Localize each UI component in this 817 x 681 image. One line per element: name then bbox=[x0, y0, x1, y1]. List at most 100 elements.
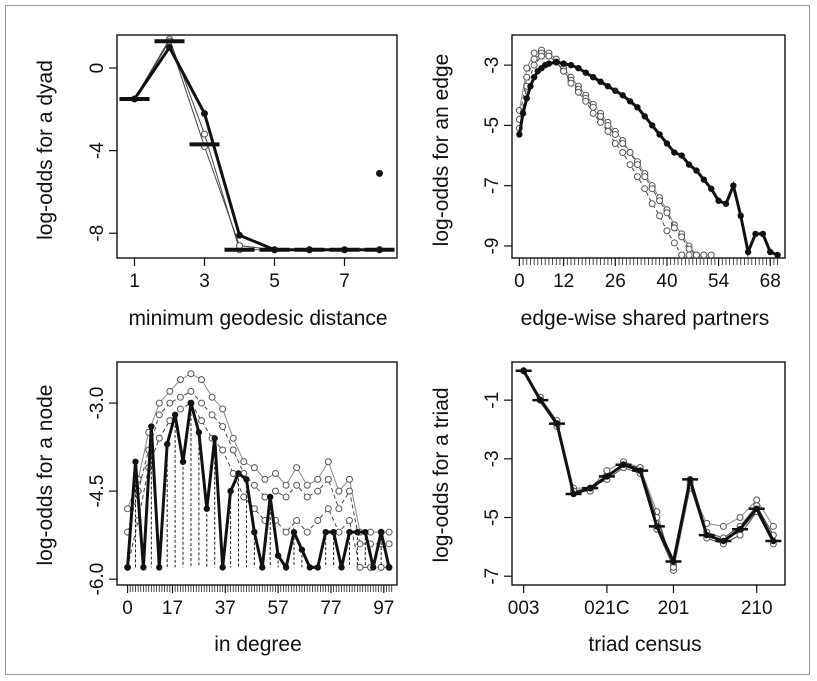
panel-esp-sim-point bbox=[530, 61, 538, 69]
panel-esp-x-tick-label: 12 bbox=[553, 271, 574, 292]
panel-triad-x-tick-label: 021C bbox=[584, 598, 629, 619]
panel-indegree-sim-point bbox=[240, 493, 248, 501]
panel-esp-sim-point bbox=[604, 127, 612, 135]
panel-esp-sim-point bbox=[545, 52, 553, 60]
panel-indegree-sim-point bbox=[293, 464, 301, 472]
panel-indegree-obs-point bbox=[259, 564, 266, 571]
panel-indegree-sim-point bbox=[314, 516, 322, 524]
panel-indegree-sim-point bbox=[198, 399, 206, 407]
panel-esp-sim-point bbox=[538, 52, 546, 60]
panel-esp-obs-point bbox=[759, 230, 767, 238]
panel-triad-sim-line bbox=[523, 370, 774, 567]
panel-indegree-obs-point bbox=[203, 505, 211, 512]
panel-esp-sim-point bbox=[648, 185, 656, 193]
panel-indegree-obs-point bbox=[385, 564, 393, 571]
panel-esp-sim-point bbox=[530, 55, 538, 63]
panel-geodesic-obs-point bbox=[376, 246, 383, 253]
panel-esp-sim-point bbox=[656, 197, 664, 205]
panel-indegree-obs-point bbox=[306, 564, 314, 571]
panel-indegree-obs-point bbox=[338, 564, 345, 571]
panel-esp-sim-point bbox=[707, 251, 715, 258]
panel-esp-obs-point bbox=[545, 60, 553, 67]
panel-indegree-sim-point bbox=[187, 387, 195, 395]
panel-esp-obs-point bbox=[708, 185, 715, 192]
panel-esp-sim-point bbox=[656, 212, 664, 220]
panel-esp-obs-point bbox=[523, 95, 530, 102]
panel-triad-xlabel: triad census bbox=[588, 633, 701, 656]
panel-esp-obs-point bbox=[612, 87, 619, 94]
panel-indegree-sim-point bbox=[250, 464, 258, 472]
panel-indegree-x-tick-label: 77 bbox=[320, 598, 341, 619]
panel-esp: edge-wise shared partners log-odds for a… bbox=[430, 34, 786, 330]
panel-indegree-obs-point bbox=[211, 435, 218, 442]
panel-indegree-sim-point bbox=[356, 540, 364, 548]
panel-esp-sim-point bbox=[597, 112, 605, 120]
panel-geodesic-obs-point bbox=[201, 110, 208, 117]
panel-indegree-obs-point bbox=[148, 423, 155, 430]
panel-triad-y-tick-label: -3 bbox=[482, 450, 503, 467]
panel-esp-obs-point bbox=[715, 197, 722, 204]
panel-indegree-sim-point bbox=[324, 505, 332, 513]
panel-esp-obs-point bbox=[671, 149, 678, 156]
panel-indegree-sim-point bbox=[187, 370, 195, 378]
panel-indegree-y-tick-label: -4.5 bbox=[87, 475, 108, 508]
panel-esp-sim-point bbox=[648, 200, 656, 208]
panel-geodesic-obs-line bbox=[133, 44, 380, 252]
panel-indegree-sim-point bbox=[282, 528, 290, 536]
panel-esp-obs-point bbox=[589, 73, 597, 81]
panel-esp-obs-point bbox=[744, 248, 752, 256]
panel-indegree-x-tick-label: 0 bbox=[122, 598, 133, 619]
panel-indegree-sim-point bbox=[124, 505, 132, 513]
panel-indegree-obs-point bbox=[195, 429, 203, 436]
panel-indegree-x-tick-label: 57 bbox=[268, 598, 289, 619]
panel-indegree-sim-point bbox=[198, 417, 206, 425]
panel-esp-sim-point bbox=[626, 149, 634, 157]
panel-esp-x-tick-label: 54 bbox=[708, 271, 730, 292]
panel-geodesic-sim-line bbox=[134, 46, 380, 251]
panel-geodesic-obs-point bbox=[166, 44, 173, 51]
panel-esp-sim-point bbox=[641, 185, 649, 193]
panel-triad-sim-point bbox=[753, 496, 761, 504]
panel-esp-obs-point bbox=[693, 167, 700, 174]
panel-esp-sim-point bbox=[530, 49, 538, 57]
panel-geodesic-y-tick-label: -8 bbox=[87, 225, 108, 242]
panel-esp-y-tick-label: -9 bbox=[482, 237, 503, 254]
panel-indegree-sim-point bbox=[208, 411, 216, 419]
panel-esp-obs-line bbox=[517, 60, 779, 258]
panel-esp-sim-point bbox=[611, 139, 619, 147]
panel-indegree-sim-point bbox=[155, 411, 163, 419]
panel-indegree-sim-point bbox=[324, 475, 332, 483]
panel-geodesic-sim-point bbox=[201, 130, 208, 138]
panel-geodesic-x-tick-label: 1 bbox=[129, 271, 140, 292]
panel-esp-obs-point bbox=[722, 200, 730, 207]
panel-indegree-sim-point bbox=[303, 528, 311, 536]
panel-esp-sim-point bbox=[692, 251, 700, 258]
panel-triad-sim-line bbox=[523, 370, 774, 571]
panel-triad-y-tick-label: -1 bbox=[482, 392, 503, 409]
panel-esp-content bbox=[515, 46, 781, 258]
panel-geodesic-x-tick-label: 5 bbox=[269, 271, 280, 292]
panel-esp-obs-point bbox=[527, 83, 534, 90]
panel-indegree-sim-point bbox=[303, 493, 311, 501]
panel-indegree-sim-point bbox=[198, 376, 206, 384]
panel-esp-sim-point bbox=[700, 251, 708, 258]
panel-indegree-sim-point bbox=[314, 475, 322, 483]
panel-esp-obs-point bbox=[553, 58, 560, 66]
panel-indegree-obs-point bbox=[179, 458, 187, 465]
panel-indegree-obs-point bbox=[282, 564, 290, 571]
panel-geodesic: minimum geodesic distance log-odds for a… bbox=[34, 34, 398, 330]
panel-geodesic-x-tick-label: 3 bbox=[199, 271, 210, 292]
panel-triad-x-tick-label: 003 bbox=[508, 598, 540, 619]
panel-esp-sim-point bbox=[619, 139, 627, 147]
panel-triad-sim-point bbox=[736, 514, 744, 522]
panel-esp-obs-point bbox=[685, 161, 693, 168]
panel-geodesic-obs-point bbox=[341, 246, 348, 253]
panel-indegree-sim-point bbox=[324, 458, 332, 466]
panel-esp-sim-point bbox=[523, 64, 531, 72]
panel-esp-obs-point bbox=[752, 230, 759, 238]
panel-esp-sim-point bbox=[633, 173, 641, 181]
panel-geodesic-obs-point bbox=[131, 95, 138, 103]
panel-esp-obs-point bbox=[767, 248, 774, 256]
panel-indegree-sim-point bbox=[219, 405, 227, 413]
